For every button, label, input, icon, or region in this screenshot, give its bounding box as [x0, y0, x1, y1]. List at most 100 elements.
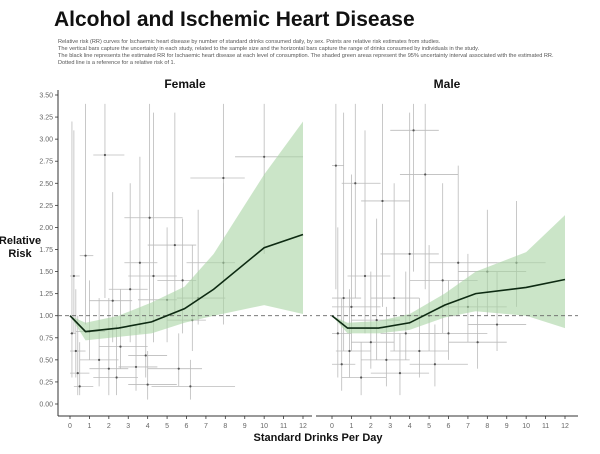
- y-tick-label: 1.75: [39, 247, 53, 254]
- x-tick-label: 11: [280, 423, 287, 430]
- study-point: [222, 176, 225, 180]
- y-axis-label-line2: Risk: [8, 248, 32, 260]
- study-point: [398, 372, 402, 375]
- y-tick-label: 3.00: [39, 137, 53, 144]
- study-point: [381, 199, 384, 203]
- study-point: [173, 243, 176, 247]
- subtitle-line: Dotted line is a reference for a relativ…: [58, 60, 176, 66]
- x-axis-label: Standard Drinks Per Day: [254, 432, 384, 444]
- subtitle-line: Relative risk (RR) curves for Ischaemic …: [58, 39, 441, 45]
- x-tick-label: 6: [447, 423, 451, 430]
- study-point: [350, 305, 353, 308]
- panel-title-male: Male: [434, 77, 461, 91]
- study-point: [441, 279, 444, 282]
- y-tick-label: 2.50: [39, 181, 53, 188]
- chart-subtitle: Relative risk (RR) curves for Ischaemic …: [58, 39, 598, 67]
- x-tick-label: 4: [408, 423, 412, 430]
- y-tick-label: 2.00: [39, 225, 53, 232]
- study-point: [412, 129, 415, 132]
- x-tick-label: 5: [427, 423, 431, 430]
- study-point: [144, 354, 147, 357]
- x-tick-label: 1: [87, 423, 91, 430]
- uncertainty-band: [70, 121, 303, 341]
- x-tick-label: 0: [68, 423, 72, 430]
- study-point: [74, 349, 77, 353]
- uncertainty-band: [332, 215, 565, 334]
- study-point: [78, 385, 81, 388]
- study-point: [360, 376, 363, 379]
- study-point: [119, 345, 122, 348]
- study-point: [115, 376, 118, 379]
- study-point: [138, 261, 141, 264]
- x-tick-label: 2: [107, 423, 111, 430]
- x-tick-label: 6: [185, 423, 189, 430]
- study-point: [107, 367, 110, 370]
- study-point: [189, 385, 192, 388]
- study-point: [433, 363, 437, 366]
- y-tick-label: 1.25: [39, 291, 53, 298]
- subtitle-line: The vertical bars capture the uncertaint…: [58, 46, 480, 52]
- x-tick-label: 8: [223, 423, 227, 430]
- study-point: [408, 252, 411, 256]
- study-point: [76, 372, 79, 375]
- x-tick-label: 9: [505, 423, 509, 430]
- study-point: [393, 296, 396, 300]
- chart-title: Alcohol and Ischemic Heart Disease: [54, 8, 415, 31]
- y-axis-label-line1: Relative: [0, 235, 41, 247]
- y-tick-label: 1.50: [39, 269, 53, 276]
- study-point: [146, 383, 149, 386]
- study-point: [129, 288, 132, 291]
- y-tick-label: 2.75: [39, 159, 53, 166]
- study-point: [340, 363, 343, 366]
- study-point: [354, 182, 357, 185]
- study-point: [424, 173, 427, 176]
- x-tick-label: 11: [542, 423, 549, 430]
- x-tick-label: 0: [330, 423, 334, 430]
- study-point: [348, 349, 351, 353]
- subtitle-line: The black line represents the estimated …: [58, 53, 554, 59]
- study-point: [134, 365, 138, 369]
- study-point: [457, 261, 460, 264]
- study-point: [152, 274, 155, 278]
- x-tick-label: 9: [243, 423, 247, 430]
- study-point: [369, 341, 372, 344]
- study-point: [98, 358, 101, 361]
- x-tick-label: 10: [260, 423, 268, 430]
- rr-curve: [331, 278, 566, 329]
- study-point: [70, 332, 74, 335]
- y-tick-label: 1.00: [39, 313, 53, 320]
- study-point: [111, 299, 114, 302]
- x-tick-label: 2: [369, 423, 373, 430]
- x-tick-label: 1: [349, 423, 353, 430]
- y-tick-label: 0.50: [39, 357, 53, 364]
- x-tick-label: 12: [299, 423, 307, 430]
- y-tick-label: 3.50: [39, 93, 53, 100]
- rr-curve: [69, 233, 304, 333]
- study-point: [447, 332, 450, 335]
- y-tick-label: 2.25: [39, 203, 53, 210]
- x-tick-label: 7: [466, 423, 470, 430]
- study-point: [495, 323, 499, 326]
- x-tick-label: 10: [522, 423, 530, 430]
- x-tick-label: 8: [485, 423, 489, 430]
- panel-title-female: Female: [164, 77, 206, 91]
- study-point: [334, 164, 337, 167]
- study-point: [103, 153, 107, 157]
- study-point: [476, 341, 479, 344]
- study-point: [342, 296, 345, 300]
- study-point: [263, 155, 266, 158]
- y-tick-label: 0.00: [39, 402, 53, 409]
- study-point: [385, 358, 388, 361]
- x-tick-label: 3: [126, 423, 130, 430]
- x-tick-label: 3: [388, 423, 392, 430]
- x-tick-label: 5: [165, 423, 169, 430]
- study-point: [177, 367, 180, 370]
- y-tick-label: 3.25: [39, 115, 53, 122]
- study-point: [72, 274, 75, 278]
- study-point: [418, 349, 421, 353]
- study-point: [404, 332, 407, 335]
- study-point: [363, 274, 367, 278]
- study-point: [375, 319, 378, 322]
